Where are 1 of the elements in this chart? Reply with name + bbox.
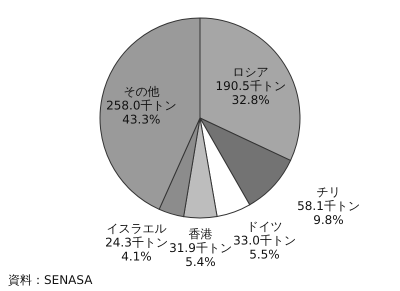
annotation: 資料：SENASA bbox=[8, 273, 92, 287]
